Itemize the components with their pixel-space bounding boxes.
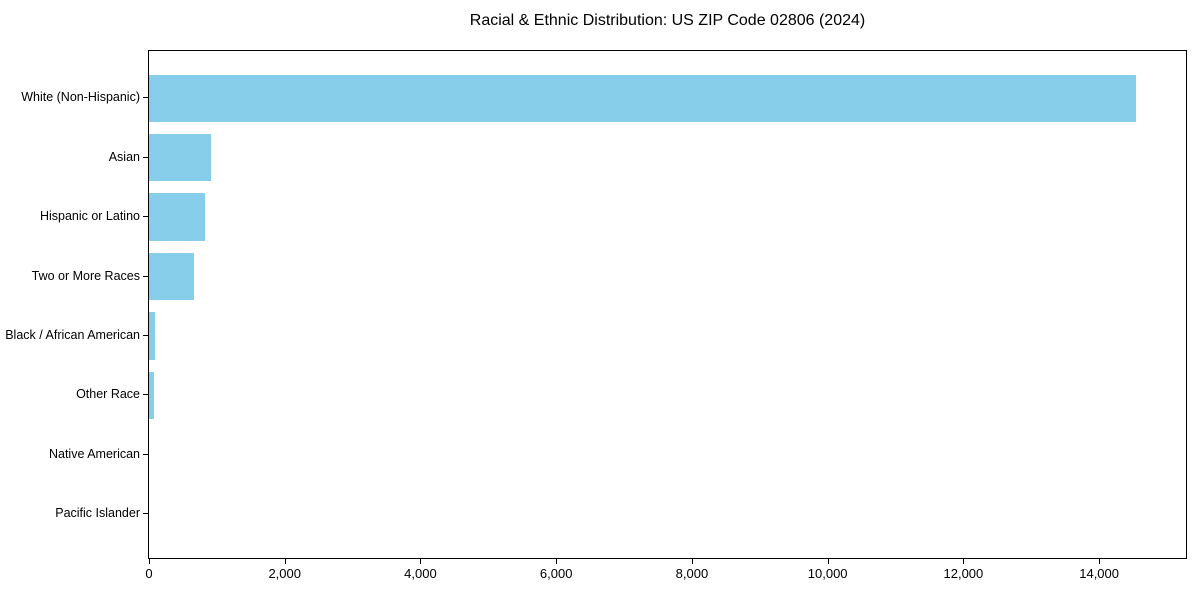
bar xyxy=(149,252,195,301)
bar xyxy=(149,312,156,360)
y-tick-mark xyxy=(143,394,148,396)
y-tick-mark xyxy=(143,156,148,158)
x-tick-label: 4,000 xyxy=(404,566,437,581)
bar xyxy=(149,74,1136,123)
x-tick-label: 12,000 xyxy=(943,566,984,581)
x-tick-mark xyxy=(149,559,150,564)
bar xyxy=(149,133,211,182)
y-tick-label: Asian xyxy=(108,149,140,164)
x-tick-mark xyxy=(1099,559,1101,564)
x-tick-label: 0 xyxy=(145,566,153,581)
y-tick-label: Other Race xyxy=(76,387,140,402)
y-tick-label: Two or More Races xyxy=(31,268,140,283)
y-tick-label: Pacific Islander xyxy=(55,506,140,521)
x-tick-mark xyxy=(691,559,693,564)
x-tick-label: 2,000 xyxy=(268,566,301,581)
y-tick-mark xyxy=(143,275,148,277)
y-tick-label: Native American xyxy=(48,446,140,461)
x-tick-label: 8,000 xyxy=(675,566,709,581)
y-tick-mark xyxy=(143,216,148,218)
y-tick-mark xyxy=(143,335,148,337)
x-tick-label: 10,000 xyxy=(807,566,848,581)
x-tick-mark xyxy=(556,559,558,564)
y-tick-mark xyxy=(143,453,148,455)
y-tick-label: Hispanic or Latino xyxy=(39,209,140,224)
bar xyxy=(149,193,205,241)
y-tick-label: Black / African American xyxy=(5,328,140,343)
x-tick-mark xyxy=(420,559,422,564)
x-tick-mark xyxy=(963,559,965,564)
x-tick-mark xyxy=(284,559,286,564)
y-tick-mark xyxy=(143,513,148,515)
chart-title: Racial & Ethnic Distribution: US ZIP Cod… xyxy=(469,12,866,29)
y-tick-mark xyxy=(143,97,148,99)
y-tick-label: White (Non-Hispanic) xyxy=(21,90,140,105)
bar xyxy=(149,371,155,420)
x-tick-mark xyxy=(827,559,829,564)
x-tick-label: 6,000 xyxy=(539,566,573,581)
x-tick-label: 14,000 xyxy=(1079,566,1119,581)
plot-area xyxy=(148,50,1187,559)
